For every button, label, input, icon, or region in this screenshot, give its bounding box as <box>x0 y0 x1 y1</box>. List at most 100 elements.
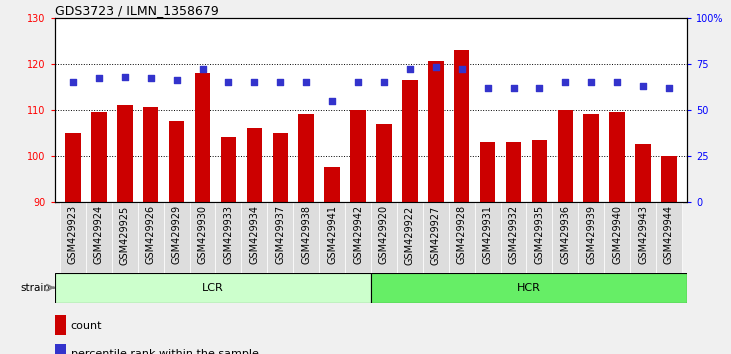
Text: GSM429943: GSM429943 <box>638 205 648 264</box>
Point <box>559 79 571 85</box>
Point <box>300 79 312 85</box>
Point <box>430 64 442 70</box>
Point <box>326 98 338 103</box>
Bar <box>137 202 164 273</box>
Text: GSM429935: GSM429935 <box>534 205 545 264</box>
Point <box>119 74 131 79</box>
Bar <box>112 202 137 273</box>
Bar <box>325 167 340 202</box>
Bar <box>526 202 553 273</box>
Bar <box>55 344 67 354</box>
Text: GSM429920: GSM429920 <box>379 205 389 264</box>
Point <box>586 79 597 85</box>
Bar <box>371 202 397 273</box>
Text: LCR: LCR <box>202 282 224 293</box>
Bar <box>371 273 687 303</box>
Point <box>171 78 183 83</box>
Point <box>249 79 260 85</box>
Bar <box>578 202 605 273</box>
Point <box>378 79 390 85</box>
Bar <box>506 142 521 202</box>
Bar <box>164 202 189 273</box>
Bar <box>345 202 371 273</box>
Bar <box>449 202 474 273</box>
Text: GSM429936: GSM429936 <box>561 205 570 264</box>
Bar <box>189 202 216 273</box>
Bar <box>350 110 366 202</box>
Bar <box>531 140 548 202</box>
Point <box>223 79 235 85</box>
Bar <box>117 105 132 202</box>
Bar <box>268 202 293 273</box>
Bar <box>553 202 578 273</box>
Text: GSM429937: GSM429937 <box>276 205 285 264</box>
Bar <box>630 202 656 273</box>
Bar <box>558 110 573 202</box>
Point <box>611 79 623 85</box>
Bar <box>397 202 423 273</box>
Bar <box>273 133 288 202</box>
Point <box>352 79 364 85</box>
Bar <box>60 202 86 273</box>
Bar <box>194 73 211 202</box>
Bar <box>91 112 107 202</box>
Text: GSM429932: GSM429932 <box>509 205 518 264</box>
Bar <box>293 202 319 273</box>
Bar <box>662 156 677 202</box>
Bar <box>423 202 449 273</box>
Bar <box>221 137 236 202</box>
Bar <box>428 62 444 202</box>
Bar <box>55 315 67 335</box>
Point <box>456 67 468 72</box>
Bar <box>480 142 496 202</box>
Text: strain: strain <box>20 282 50 293</box>
Bar <box>319 202 345 273</box>
Text: GSM429939: GSM429939 <box>586 205 596 264</box>
Text: GSM429925: GSM429925 <box>120 205 130 264</box>
Point <box>404 67 416 72</box>
Bar <box>605 202 630 273</box>
Text: GSM429942: GSM429942 <box>353 205 363 264</box>
Bar <box>454 50 469 202</box>
Bar <box>55 273 371 303</box>
Point <box>663 85 675 91</box>
Text: GSM429934: GSM429934 <box>249 205 260 264</box>
Text: GSM429927: GSM429927 <box>431 205 441 264</box>
Bar <box>376 124 392 202</box>
Bar <box>501 202 526 273</box>
Bar <box>169 121 184 202</box>
Bar <box>474 202 501 273</box>
Text: GSM429922: GSM429922 <box>405 205 415 264</box>
Point <box>482 85 493 91</box>
Text: GSM429929: GSM429929 <box>172 205 181 264</box>
Text: count: count <box>71 321 102 331</box>
Text: GSM429940: GSM429940 <box>612 205 622 264</box>
Text: HCR: HCR <box>517 282 541 293</box>
Bar <box>610 112 625 202</box>
Bar <box>143 108 159 202</box>
Point <box>93 76 105 81</box>
Point <box>274 79 286 85</box>
Text: GDS3723 / ILMN_1358679: GDS3723 / ILMN_1358679 <box>55 4 219 17</box>
Text: GSM429938: GSM429938 <box>301 205 311 264</box>
Text: GSM429926: GSM429926 <box>145 205 156 264</box>
Bar <box>86 202 112 273</box>
Text: GSM429944: GSM429944 <box>664 205 674 264</box>
Text: GSM429941: GSM429941 <box>327 205 337 264</box>
Bar <box>402 80 417 202</box>
Bar <box>656 202 682 273</box>
Bar <box>241 202 268 273</box>
Point <box>507 85 519 91</box>
Bar <box>583 114 599 202</box>
Text: GSM429931: GSM429931 <box>482 205 493 264</box>
Bar <box>635 144 651 202</box>
Point <box>145 76 156 81</box>
Point <box>637 83 649 88</box>
Bar <box>65 133 80 202</box>
Text: GSM429933: GSM429933 <box>224 205 233 264</box>
Text: GSM429923: GSM429923 <box>68 205 78 264</box>
Bar <box>246 128 262 202</box>
Text: GSM429924: GSM429924 <box>94 205 104 264</box>
Point <box>534 85 545 91</box>
Point <box>197 67 208 72</box>
